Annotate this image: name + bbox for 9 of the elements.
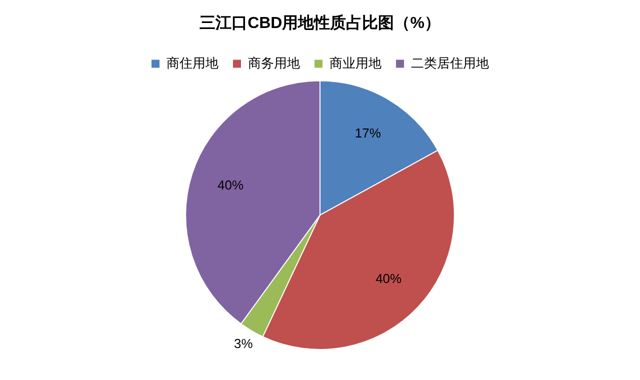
legend-label: 商务用地 (248, 55, 300, 70)
data-label: 40% (218, 178, 244, 193)
data-label: 40% (376, 271, 402, 286)
legend-label: 商业用地 (330, 55, 382, 70)
legend-label: 商住用地 (166, 55, 218, 70)
data-label: 17% (354, 126, 382, 141)
chart-title: 三江口CBD用地性质占比图（%） (200, 14, 440, 32)
data-label: 3% (234, 336, 254, 352)
legend-label: 二类居住用地 (411, 55, 489, 70)
